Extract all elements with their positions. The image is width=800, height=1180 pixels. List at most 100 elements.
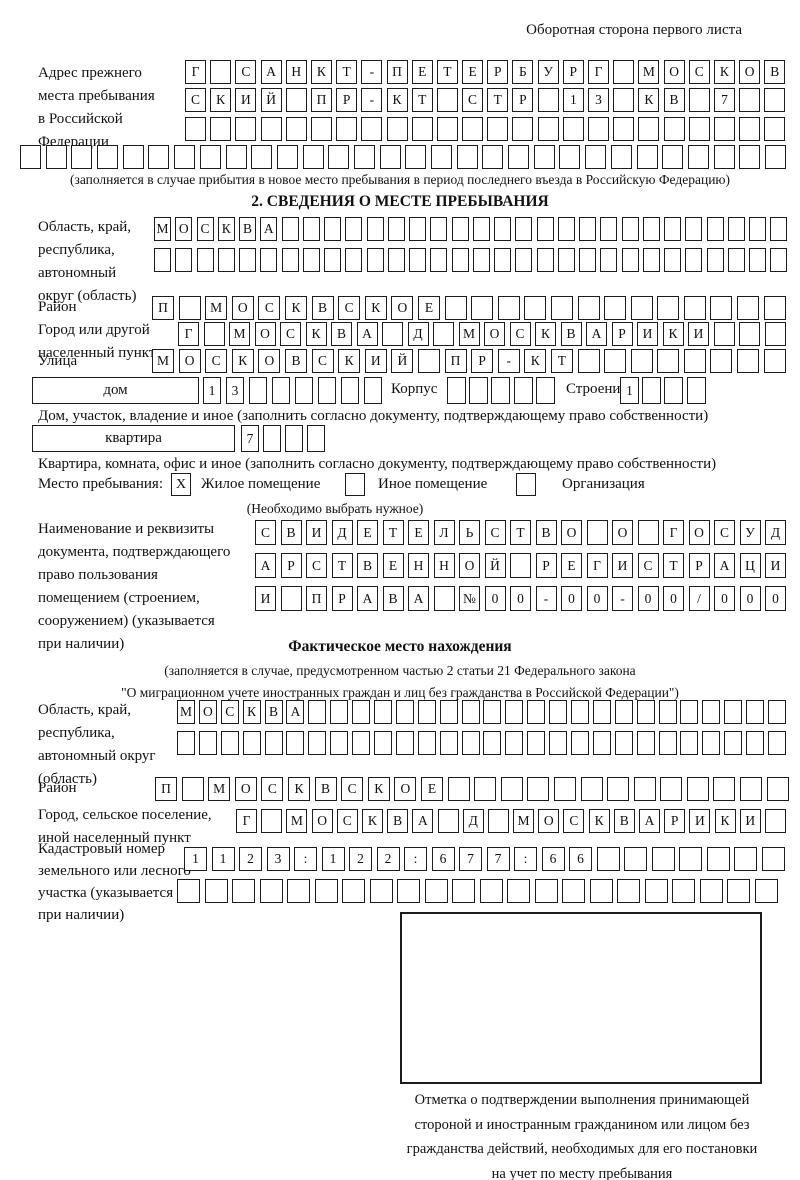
char-cell xyxy=(472,248,490,272)
char-cell xyxy=(260,248,278,272)
char-cell xyxy=(174,145,196,169)
char-cell: 0 xyxy=(663,586,684,611)
char-cell xyxy=(507,879,530,903)
char-cell xyxy=(537,117,559,141)
char-cell xyxy=(768,700,787,724)
cadastre-row-2 xyxy=(177,879,782,903)
char-cell: В xyxy=(382,586,404,611)
char-cell xyxy=(382,322,403,346)
char-cell: М xyxy=(229,322,250,346)
char-cell: П xyxy=(310,88,332,112)
char-cell xyxy=(487,809,509,833)
char-cell: П xyxy=(152,296,174,320)
char-cell xyxy=(204,879,228,903)
char-cell xyxy=(352,700,371,724)
char-cell xyxy=(739,145,761,169)
char-cell xyxy=(658,731,677,755)
char-cell: Й xyxy=(391,349,414,373)
char-cell xyxy=(374,731,393,755)
char-cell xyxy=(177,731,195,755)
char-cell xyxy=(688,117,710,141)
char-cell: Р xyxy=(471,349,494,373)
char-cell: К xyxy=(662,322,684,346)
char-cell: О xyxy=(612,520,633,545)
char-cell xyxy=(302,248,320,272)
char-cell: Р xyxy=(688,553,710,578)
char-cell xyxy=(210,60,232,84)
char-cell xyxy=(536,217,554,241)
char-cell: : xyxy=(294,847,317,871)
char-cell xyxy=(295,377,313,404)
char-cell: / xyxy=(688,586,710,611)
char-cell xyxy=(713,117,735,141)
char-cell: О xyxy=(484,322,505,346)
char-cell xyxy=(417,700,436,724)
char-cell xyxy=(754,879,778,903)
char-cell: И xyxy=(765,553,786,578)
document-row-3: И П Р А В А № 0 0-0 0-0 0/0 0 0 xyxy=(255,586,791,611)
char-cell: И xyxy=(306,520,327,545)
char-cell: Р xyxy=(512,88,534,112)
char-cell xyxy=(663,117,685,141)
char-cell xyxy=(512,117,534,141)
checkbox-organization xyxy=(516,473,536,496)
char-cell xyxy=(636,700,655,724)
char-cell: 0 xyxy=(714,586,735,611)
char-cell xyxy=(310,117,332,141)
char-cell xyxy=(685,248,703,272)
char-cell xyxy=(536,248,554,272)
char-cell: С xyxy=(688,60,710,84)
char-cell: С xyxy=(484,520,506,545)
char-cell: А xyxy=(260,217,278,241)
char-cell xyxy=(746,700,765,724)
char-cell: О xyxy=(254,322,276,346)
char-cell: П xyxy=(155,777,177,801)
char-cell xyxy=(328,145,350,169)
char-cell xyxy=(387,217,405,241)
char-cell: 0 xyxy=(739,586,761,611)
char-cell: В xyxy=(239,217,256,241)
char-cell xyxy=(431,145,452,169)
char-cell: Е xyxy=(417,296,440,320)
char-cell xyxy=(600,248,618,272)
char-cell xyxy=(657,349,680,373)
char-cell xyxy=(596,847,620,871)
apartment-row: 7 xyxy=(241,425,329,452)
char-cell xyxy=(710,349,733,373)
char-cell xyxy=(369,879,393,903)
option-residential-label: Жилое помещение xyxy=(201,476,321,492)
prev-address-label: Адрес прежнего места пребывания в Россий… xyxy=(38,65,155,150)
char-cell xyxy=(330,731,349,755)
char-cell xyxy=(474,777,497,801)
char-cell xyxy=(487,117,509,141)
char-cell xyxy=(439,731,458,755)
char-cell xyxy=(336,117,358,141)
char-cell xyxy=(345,217,363,241)
char-cell xyxy=(686,777,709,801)
char-cell: С xyxy=(306,553,327,578)
char-cell xyxy=(260,117,282,141)
char-cell: Р xyxy=(336,88,358,112)
char-cell xyxy=(664,377,684,404)
char-cell xyxy=(198,731,217,755)
fact-region-label: Область, край, республика, автономный ок… xyxy=(38,702,156,787)
char-cell xyxy=(664,217,681,241)
char-cell: 7 xyxy=(459,847,482,871)
char-cell xyxy=(462,117,484,141)
char-cell: - xyxy=(497,349,520,373)
char-cell: В xyxy=(663,88,685,112)
char-cell: Е xyxy=(561,553,582,578)
korpus-label: Корпус xyxy=(391,381,438,397)
char-cell: 7 xyxy=(713,88,735,112)
char-cell: К xyxy=(231,349,254,373)
char-cell: С xyxy=(258,296,281,320)
char-cell: С xyxy=(462,88,484,112)
char-cell: К xyxy=(217,217,235,241)
char-cell xyxy=(657,296,680,320)
char-cell xyxy=(638,117,660,141)
char-cell xyxy=(515,217,533,241)
